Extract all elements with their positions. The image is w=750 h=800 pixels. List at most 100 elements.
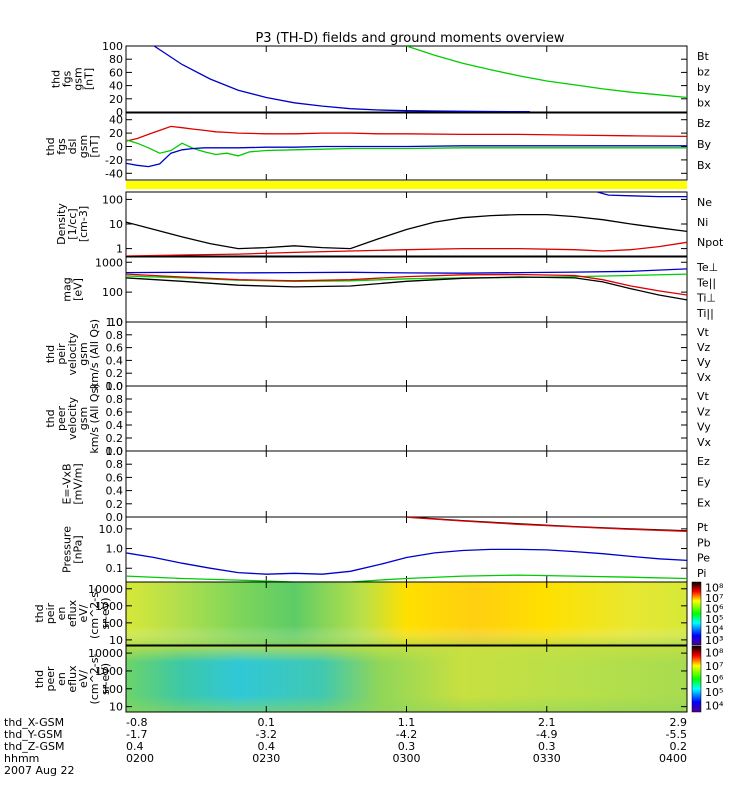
legend-label: Ti||	[696, 307, 714, 320]
y-axis-label-line: thd	[33, 670, 46, 688]
y-tick-label: -20	[105, 154, 123, 167]
x-axis-value: -0.8	[126, 716, 147, 729]
y-tick-label: 0.2	[106, 498, 124, 511]
y-axis-label-line: gsm	[77, 342, 90, 365]
colorbar	[691, 581, 702, 646]
y-tick-label: 0.0	[106, 511, 124, 524]
y-tick-label: 1000	[95, 256, 123, 269]
figure-title: P3 (TH-D) fields and ground moments over…	[255, 31, 564, 46]
legend-label: Ti⊥	[696, 292, 716, 305]
y-axis-label: thdpeirvelocitygsmkm/s (All Qs)	[44, 319, 101, 389]
legend-label: Pt	[697, 521, 709, 534]
legend-label: Ne	[697, 196, 712, 209]
panel-frame	[125, 256, 688, 323]
y-axis-label: thdfgsdslgsm[nT]	[44, 135, 101, 158]
legend-label: Pi	[697, 567, 706, 580]
y-axis-label-line: en	[55, 607, 68, 621]
spectrogram-shade	[126, 646, 687, 712]
series-line	[126, 273, 687, 296]
y-axis-label-line: [nPa]	[72, 535, 85, 563]
x-axis-value: 0400	[659, 752, 687, 765]
y-axis-label-line: gsm	[72, 67, 85, 90]
y-axis-label-line: [eV]	[72, 278, 85, 301]
y-axis-label-line: (cm^2-s-	[88, 654, 101, 705]
x-axis-value: -5.5	[666, 728, 687, 741]
y-axis-label-line: fgs	[55, 138, 68, 155]
y-axis-label-line: eV/	[77, 670, 90, 688]
legend-label: Pb	[697, 536, 711, 549]
series-line	[126, 125, 687, 142]
series-line	[126, 276, 687, 301]
y-axis-label: Density[1/cc][cm-3]	[55, 203, 90, 245]
y-axis-label-line: km/s (All Qs)	[88, 319, 101, 389]
y-axis-label-line: peer	[44, 666, 57, 692]
y-tick-label: 0	[116, 106, 123, 119]
y-tick-label: 20	[109, 93, 123, 106]
y-axis-label-line: mag	[61, 277, 74, 301]
series-line	[126, 145, 687, 168]
y-axis-label-line: dsl	[66, 139, 79, 155]
x-axis-value: 0.3	[398, 740, 416, 753]
x-axis-value: 2.9	[670, 716, 688, 729]
x-axis-row-label: hhmm	[4, 752, 39, 765]
y-axis-label-line: peer	[55, 406, 68, 432]
y-tick-label: 1.0	[106, 445, 124, 458]
x-axis-value: -1.7	[126, 728, 147, 741]
colorbar-label: 10⁷	[705, 592, 723, 605]
series-line	[406, 517, 687, 532]
spectrogram-shade	[126, 582, 687, 645]
y-tick-label: 60	[109, 66, 123, 79]
series-line	[126, 241, 687, 256]
y-tick-label: 1000	[95, 665, 123, 678]
x-axis-value: 0230	[252, 752, 280, 765]
y-axis-label: mag[eV]	[61, 277, 85, 301]
y-tick-label: 0.8	[106, 458, 124, 471]
y-axis-label-line: velocity	[66, 332, 79, 375]
y-tick-label: 100	[102, 40, 123, 53]
x-axis-value: 0.4	[126, 740, 144, 753]
series-line	[126, 574, 687, 582]
colorbar-label: 10⁸	[705, 581, 724, 594]
y-tick-label: 0.4	[106, 354, 124, 367]
panel-efield: E=-VxB[mV/m]	[61, 450, 688, 518]
y-tick-label: 0.2	[106, 367, 124, 380]
y-tick-label: 0.2	[106, 432, 124, 445]
y-tick-label: 10	[109, 218, 123, 231]
x-axis-value: 0300	[393, 752, 421, 765]
x-axis-date: 2007 Aug 22	[4, 764, 74, 777]
y-tick-label: 40	[109, 80, 123, 93]
y-tick-label: 0.0	[106, 445, 124, 458]
legend-label: Ez	[697, 455, 710, 468]
y-tick-label: 1000	[95, 600, 123, 613]
legend-label: Ni	[697, 216, 708, 229]
colorbar-label: 10⁶	[705, 673, 724, 686]
y-tick-label: 1.0	[106, 380, 124, 393]
y-axis-label-line: sr-eV)	[99, 663, 112, 695]
y-axis-label-line: [mV/m]	[72, 463, 85, 504]
y-axis-label-line: [cm-3]	[77, 206, 90, 242]
y-tick-label: 10	[109, 316, 123, 329]
panel-frame	[125, 516, 688, 583]
y-axis-label-line: en	[55, 672, 68, 686]
colorbar-label: 10⁶	[705, 602, 724, 615]
colorbar-label: 10³	[705, 634, 723, 647]
y-tick-label: 10	[109, 634, 123, 647]
x-axis-value: 1.1	[398, 716, 416, 729]
x-axis-value: 0.4	[258, 740, 276, 753]
y-axis-label-line: [1/cc]	[66, 208, 79, 239]
legend-label: Te||	[696, 276, 716, 289]
y-tick-label: 0.4	[106, 419, 124, 432]
y-axis-label-line: Pressure	[61, 526, 74, 573]
y-axis-label-line: eV/	[77, 604, 90, 622]
panel-velocity_e: thdpeervelocitygsmkm/s (All Qs)	[44, 383, 688, 454]
x-axis-row-label: thd_X-GSM	[4, 716, 64, 729]
panel-frame	[125, 450, 688, 518]
x-axis-row-label: thd_Y-GSM	[4, 728, 63, 741]
legend-label: Vt	[697, 390, 710, 403]
y-axis-label-line: thd	[44, 345, 57, 363]
x-axis-value: 0200	[126, 752, 154, 765]
panel-temperature: mag[eV]	[61, 256, 688, 323]
y-tick-label: 0.4	[106, 485, 124, 498]
y-axis-label-line: [nT]	[88, 135, 101, 157]
